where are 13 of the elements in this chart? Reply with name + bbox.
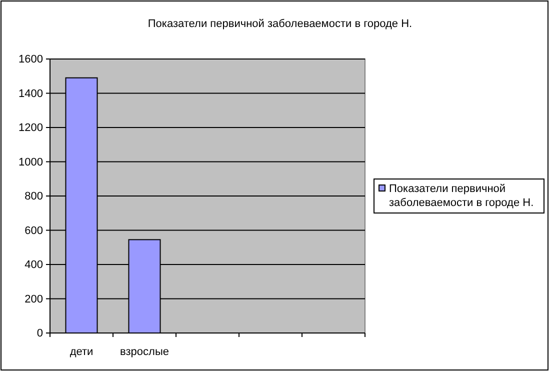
- y-tick-label: 1200: [18, 122, 43, 134]
- y-tick-label: 800: [24, 190, 43, 203]
- legend-label: Показатели первичной заболеваемости в городе Н.: [389, 183, 534, 209]
- y-tick-label: 1400: [18, 88, 43, 100]
- y-tick-label: 1000: [18, 156, 43, 168]
- y-tick-label: 400: [24, 259, 43, 272]
- y-tick-label: 0: [36, 328, 43, 340]
- y-tick-label: 200: [24, 293, 43, 306]
- y-tick-label: 600: [24, 224, 43, 237]
- y-tick-label: 1600: [18, 54, 43, 66]
- x-tick-label: взрослые: [120, 346, 169, 358]
- x-tick-label: дети: [70, 346, 94, 358]
- chart-title: Показатели первичной заболеваемости в городе Н.: [148, 18, 412, 30]
